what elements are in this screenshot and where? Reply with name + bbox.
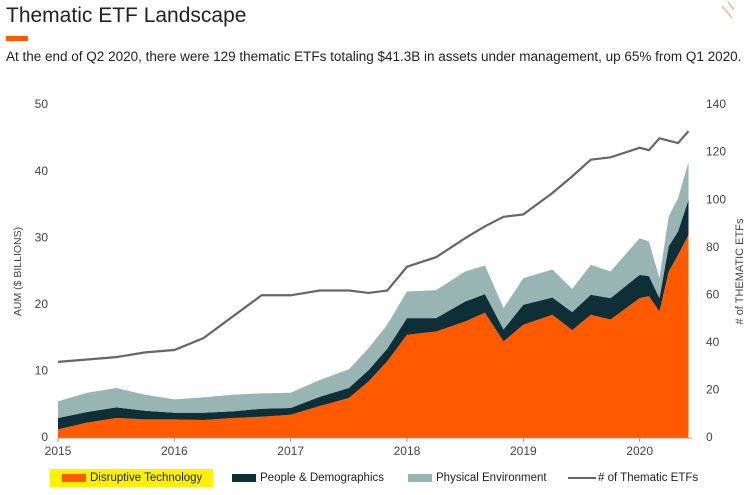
- y2-tick-label: 20: [706, 383, 720, 397]
- y-axis-label: AUM ($ BILLIONS): [12, 227, 24, 316]
- y-tick-label: 10: [35, 364, 49, 378]
- x-tick-label: 2017: [277, 444, 304, 458]
- y2-tick-label: 100: [706, 192, 726, 206]
- y-tick-label: 40: [35, 164, 49, 178]
- area: [58, 234, 689, 438]
- legend-swatch: [232, 474, 256, 482]
- legend-highlight: [50, 469, 213, 487]
- y-tick-label: 30: [35, 230, 49, 244]
- area: [58, 199, 689, 430]
- y2-tick-label: 60: [706, 287, 720, 301]
- x-tick-label: 2018: [394, 444, 421, 458]
- y-tick-label: 0: [41, 430, 48, 444]
- y2-tick-label: 80: [706, 240, 720, 254]
- y2-axis-label: # of THEMATIC ETFs: [734, 218, 746, 324]
- legend-label: People & Demographics: [260, 472, 384, 484]
- legend-label: Disruptive Technology: [90, 472, 203, 484]
- title: Thematic ETF Landscape: [6, 4, 247, 27]
- x-tick-label: 2015: [45, 444, 72, 458]
- legend-label: Physical Environment: [436, 472, 547, 484]
- legend-swatch: [62, 474, 86, 482]
- x-tick-label: 2016: [161, 444, 188, 458]
- legend-label: # of Thematic ETFs: [598, 472, 698, 484]
- y2-tick-label: 120: [706, 145, 726, 159]
- legend-swatch: [408, 474, 432, 482]
- y-tick-label: 20: [35, 297, 49, 311]
- subtitle: At the end of Q2 2020, there were 129 th…: [6, 49, 742, 64]
- x-tick-label: 2019: [510, 444, 537, 458]
- y2-tick-label: 140: [706, 97, 726, 111]
- y2-tick-label: 0: [706, 430, 713, 444]
- line: [57, 130, 690, 363]
- title-accent: [6, 36, 28, 41]
- x-tick-label: 2020: [626, 444, 653, 458]
- y-tick-label: 50: [35, 97, 49, 111]
- y2-tick-label: 40: [706, 335, 720, 349]
- logo: [721, 1, 735, 19]
- area: [58, 162, 689, 419]
